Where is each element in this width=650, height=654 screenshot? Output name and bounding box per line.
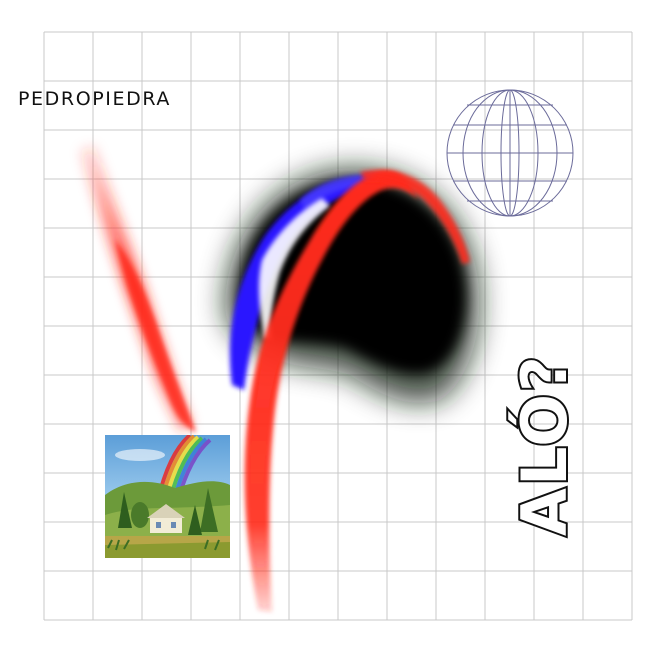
rainbow-house-landscape xyxy=(105,435,230,558)
red-main-ribbon xyxy=(244,171,418,613)
album-title-block: ALÓ? xyxy=(500,330,590,560)
red-left-core xyxy=(115,240,196,432)
white-wisp xyxy=(258,198,330,340)
album-title: ALÓ? xyxy=(506,352,583,538)
artist-name: PEDROPIEDRA xyxy=(18,88,171,110)
wireframe-globe-icon xyxy=(446,89,574,217)
red-arc-right xyxy=(360,169,470,264)
